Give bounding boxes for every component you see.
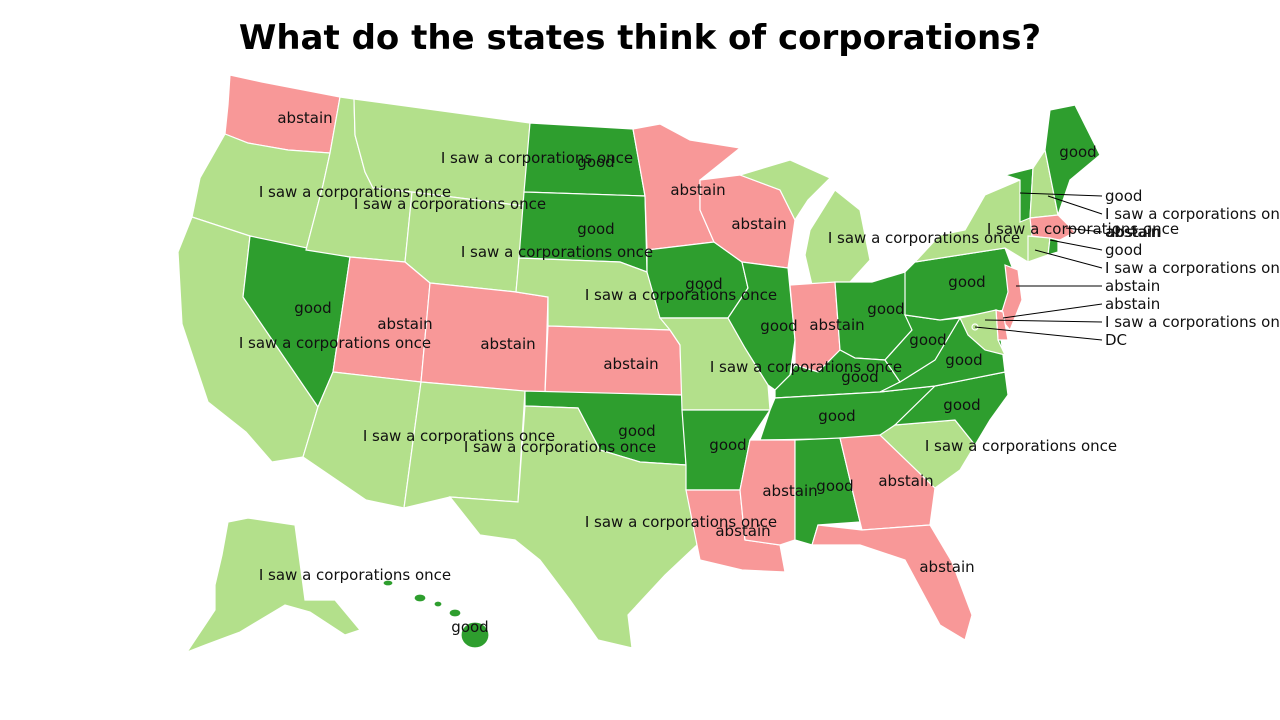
state-vermont[interactable] bbox=[1002, 167, 1034, 223]
label-hawaii: good bbox=[451, 618, 488, 636]
state-alaska[interactable] bbox=[185, 517, 362, 654]
label-arizona: I saw a corporations once bbox=[363, 427, 555, 445]
state-texas[interactable] bbox=[448, 405, 698, 649]
callout-new-jersey: abstain bbox=[1105, 277, 1160, 295]
label-georgia: abstain bbox=[878, 472, 933, 490]
label-colorado: abstain bbox=[480, 335, 535, 353]
state-hawaii[interactable] bbox=[382, 579, 490, 649]
label-nevada: good bbox=[294, 299, 331, 317]
label-illinois: good bbox=[760, 317, 797, 335]
label-north-dakota: good bbox=[577, 153, 614, 171]
label-north-carolina: good bbox=[943, 396, 980, 414]
state-florida[interactable] bbox=[811, 524, 973, 641]
label-arkansas: good bbox=[709, 436, 746, 454]
label-wisconsin: abstain bbox=[731, 215, 786, 233]
callout-massachusetts: abstain bbox=[1105, 223, 1160, 241]
state-maryland[interactable] bbox=[959, 309, 1007, 356]
callout-maryland: I saw a corporations once bbox=[1105, 313, 1280, 331]
label-utah: abstain bbox=[377, 315, 432, 333]
label-tennessee: good bbox=[818, 407, 855, 425]
label-alaska: I saw a corporations once bbox=[259, 566, 451, 584]
label-virginia: good bbox=[945, 351, 982, 369]
callout-leader-lines bbox=[974, 192, 1103, 341]
label-iowa: good bbox=[685, 275, 722, 293]
label-indiana: abstain bbox=[809, 316, 864, 334]
label-missouri: I saw a corporations once bbox=[710, 358, 902, 376]
callout-connecticut: I saw a corporations once bbox=[1105, 259, 1280, 277]
callout-delaware: abstain bbox=[1105, 295, 1160, 313]
label-oregon: I saw a corporations once bbox=[259, 183, 451, 201]
label-massachusetts: abstain bbox=[1106, 223, 1161, 241]
label-new-york: I saw a corporations once bbox=[987, 220, 1179, 238]
callout-dc: DC bbox=[1105, 331, 1127, 349]
label-mississippi: abstain bbox=[762, 482, 817, 500]
label-california: I saw a corporations once bbox=[239, 334, 431, 352]
label-kansas: abstain bbox=[603, 355, 658, 373]
callout-rhode-island: good bbox=[1105, 241, 1142, 259]
label-maine: good bbox=[1059, 143, 1096, 161]
label-south-carolina: I saw a corporations once bbox=[925, 437, 1117, 455]
state-colorado[interactable] bbox=[420, 282, 549, 394]
callout-new-hampshire: I saw a corporations once bbox=[1105, 205, 1280, 223]
state-massachusetts[interactable] bbox=[1029, 214, 1076, 241]
label-michigan: I saw a corporations once bbox=[828, 229, 1020, 247]
label-ohio: good bbox=[867, 300, 904, 318]
label-alabama: good bbox=[816, 477, 853, 495]
label-oklahoma: good bbox=[618, 422, 655, 440]
state-new-jersey[interactable] bbox=[999, 264, 1023, 332]
label-idaho: I saw a corporations once bbox=[354, 195, 546, 213]
label-west-virginia: good bbox=[909, 331, 946, 349]
label-pennsylvania: good bbox=[948, 273, 985, 291]
state-connecticut[interactable] bbox=[1027, 235, 1051, 263]
label-montana: I saw a corporations once bbox=[441, 149, 633, 167]
label-kentucky: good bbox=[841, 368, 878, 386]
label-new-mexico: I saw a corporations once bbox=[464, 438, 656, 456]
label-nebraska: I saw a corporations once bbox=[585, 286, 777, 304]
label-minnesota: abstain bbox=[670, 181, 725, 199]
label-texas: I saw a corporations once bbox=[585, 513, 777, 531]
label-florida: abstain bbox=[919, 558, 974, 576]
callout-vermont: good bbox=[1105, 187, 1142, 205]
label-washington: abstain bbox=[277, 109, 332, 127]
state-rhode-island[interactable] bbox=[1047, 237, 1059, 256]
label-south-dakota: good bbox=[577, 220, 614, 238]
state-michigan[interactable] bbox=[738, 159, 871, 286]
map-title: What do the states think of corporations… bbox=[238, 18, 1042, 58]
label-louisiana: abstain bbox=[715, 522, 770, 540]
label-wyoming: I saw a corporations once bbox=[461, 243, 653, 261]
